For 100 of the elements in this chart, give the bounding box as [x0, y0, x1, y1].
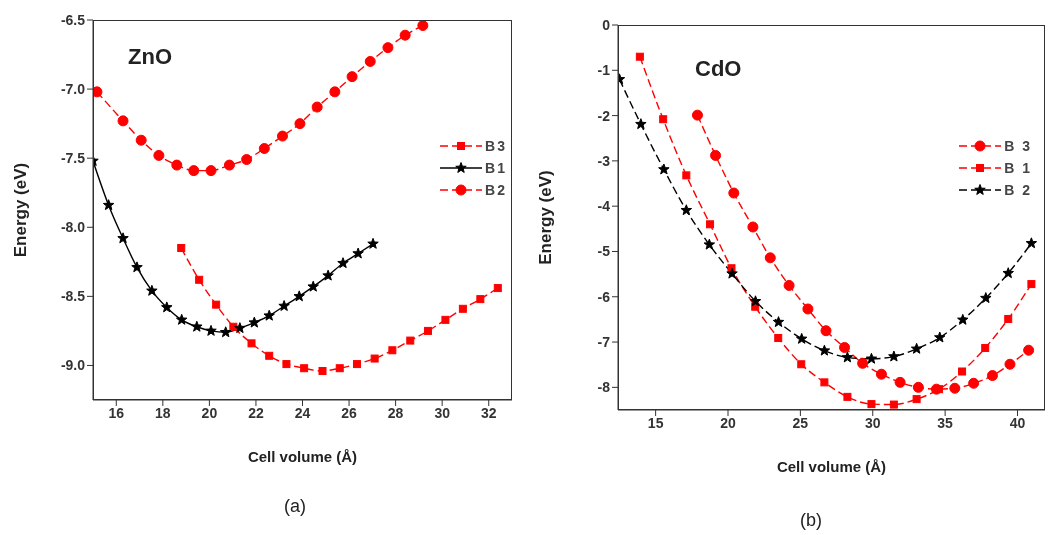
point: [311, 101, 323, 113]
x-tick-label: 22: [248, 404, 264, 421]
point: [747, 221, 759, 233]
point: [117, 232, 129, 244]
x-tick-label: 30: [864, 414, 881, 431]
x-tick-label: 20: [720, 414, 736, 431]
point: [382, 42, 394, 54]
point: [710, 149, 722, 161]
point: [346, 71, 358, 83]
point: [146, 284, 158, 296]
point: [247, 339, 256, 348]
point: [205, 324, 217, 336]
x-tick-label: 35: [937, 414, 954, 431]
point: [783, 279, 795, 291]
point: [335, 364, 344, 373]
point: [417, 20, 429, 32]
y-tick-label: -7: [597, 334, 611, 351]
point: [248, 316, 261, 328]
point: [131, 261, 143, 273]
point: [772, 316, 785, 328]
point: [329, 86, 341, 98]
point: [635, 118, 647, 130]
y-tick-label: -3: [597, 152, 611, 169]
point: [774, 333, 783, 342]
point: [839, 341, 851, 353]
y-tick-label: -7.5: [60, 150, 86, 167]
y-tick-label: 0: [602, 16, 611, 33]
point: [318, 366, 327, 375]
point: [802, 303, 814, 315]
y-tick-label: -8: [597, 379, 611, 396]
point: [153, 149, 165, 161]
point: [171, 159, 183, 171]
point: [258, 143, 270, 155]
point: [307, 280, 319, 292]
y-tick-label: -9.0: [60, 357, 86, 374]
legend-label: B3: [485, 138, 507, 154]
point: [728, 187, 740, 199]
point: [980, 292, 992, 304]
point: [352, 247, 364, 259]
point: [188, 165, 200, 177]
y-axis-title: Energy (eV): [536, 170, 556, 265]
x-axis-title: Cell volume (Å): [247, 448, 358, 465]
x-tick-label: 15: [647, 414, 664, 431]
point: [102, 199, 115, 211]
point: [889, 400, 898, 409]
x-tick-label: 16: [108, 404, 125, 421]
point: [293, 290, 305, 302]
point: [234, 322, 246, 334]
x-tick-label: 40: [1009, 414, 1026, 431]
text: (a): [284, 496, 306, 517]
legend-label: B1: [485, 160, 507, 176]
point: [818, 344, 831, 356]
point: [910, 342, 923, 354]
annotation: ZnO: [128, 44, 172, 70]
point: [981, 343, 990, 352]
point: [282, 360, 291, 369]
point: [857, 357, 869, 369]
point: [841, 351, 854, 363]
point: [399, 29, 411, 41]
point: [337, 257, 349, 269]
point: [867, 400, 876, 409]
point: [875, 368, 887, 380]
point: [680, 204, 693, 216]
x-tick-label: 28: [387, 404, 404, 421]
point: [894, 376, 906, 388]
point: [749, 295, 762, 307]
point: [986, 370, 998, 382]
point: [703, 238, 716, 250]
point: [797, 360, 806, 369]
x-tick-label: 30: [434, 404, 451, 421]
point: [1004, 314, 1013, 323]
point: [294, 118, 306, 130]
point: [912, 395, 921, 404]
point: [161, 301, 173, 313]
point: [364, 55, 376, 67]
point: [957, 313, 969, 325]
point: [352, 360, 361, 369]
point: [458, 304, 467, 313]
point: [888, 350, 900, 362]
point: [406, 336, 415, 345]
point: [934, 331, 946, 343]
point: [212, 300, 221, 309]
point: [1025, 237, 1038, 249]
point: [278, 300, 290, 311]
point: [117, 115, 129, 127]
point: [843, 392, 852, 401]
point: [300, 364, 309, 373]
point: [322, 269, 334, 281]
point: [968, 377, 980, 389]
point: [949, 382, 961, 394]
point: [370, 354, 379, 363]
point: [1027, 280, 1036, 289]
point: [219, 326, 232, 338]
point: [820, 378, 829, 387]
x-axis-title: Cell volume (Å): [776, 458, 887, 475]
point: [820, 325, 832, 337]
point: [265, 351, 274, 360]
point: [659, 115, 668, 124]
point: [912, 381, 924, 393]
y-axis-title: Energy (eV): [11, 162, 31, 258]
